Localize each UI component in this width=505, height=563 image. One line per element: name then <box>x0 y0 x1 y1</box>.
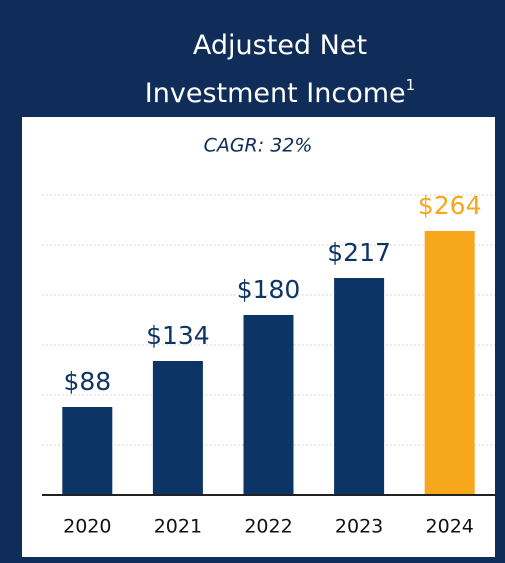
bar <box>152 361 203 495</box>
value-label: $264 <box>418 191 482 220</box>
x-tick-label: 2023 <box>335 516 383 538</box>
value-label: $180 <box>237 275 301 304</box>
x-tick-label: 2024 <box>426 516 474 538</box>
bar <box>243 315 294 495</box>
bar <box>62 407 113 495</box>
title-text: Adjusted Net Investment Income <box>144 30 406 109</box>
value-label: $134 <box>146 321 210 350</box>
bar <box>424 231 475 495</box>
x-tick-label: 2020 <box>63 516 111 538</box>
chart-subtitle: CAGR: 32% <box>204 135 313 157</box>
title-footnote: 1 <box>405 76 416 94</box>
value-label: $217 <box>327 238 391 267</box>
bar <box>334 278 385 495</box>
chart-title: Adjusted Net Investment Income1 <box>130 22 430 118</box>
value-label: $88 <box>63 367 111 396</box>
x-tick-label: 2022 <box>244 516 292 538</box>
x-tick-label: 2021 <box>154 516 202 538</box>
